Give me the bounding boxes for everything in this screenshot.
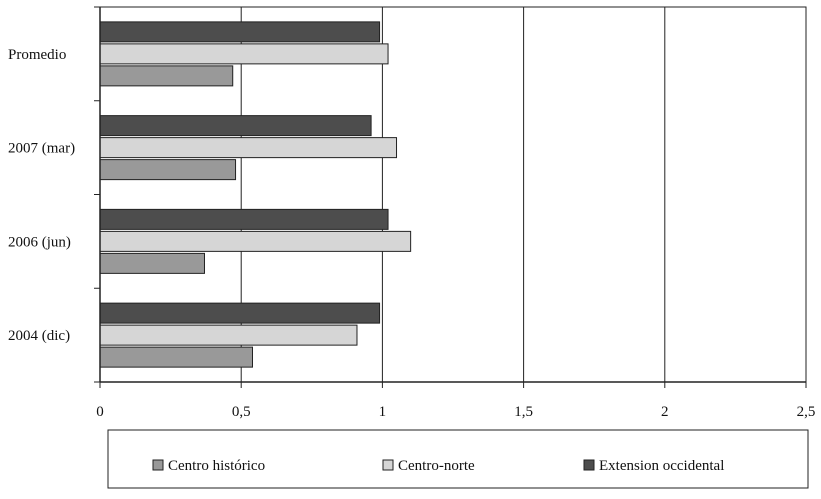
y-category-label: 2007 (mar) xyxy=(8,141,75,157)
bar xyxy=(99,65,234,87)
bars xyxy=(99,21,412,368)
x-tick-label: 0 xyxy=(96,404,104,420)
legend-label: Centro histórico xyxy=(168,458,265,474)
legend-swatch xyxy=(382,459,394,471)
y-category-label: 2004 (dic) xyxy=(8,328,70,344)
bar xyxy=(99,302,381,324)
bar xyxy=(99,346,253,368)
legend-label: Centro-norte xyxy=(398,458,475,474)
legend-swatch xyxy=(152,459,164,471)
bar xyxy=(99,21,381,43)
y-category-label: Promedio xyxy=(8,47,66,63)
bar xyxy=(99,324,358,346)
x-tick-label: 1,5 xyxy=(514,404,533,420)
y-category-label: 2006 (jun) xyxy=(8,234,71,250)
bar xyxy=(99,230,412,252)
bar xyxy=(99,159,237,181)
legend-swatch xyxy=(583,459,595,471)
axes: 0 0,5 1 1,5 2 2,5 2004 (dic) 2006 (jun) 2007 (ma… xyxy=(8,6,816,420)
legend: Centro histórico Centro-norte Extension oc… xyxy=(107,429,809,489)
bar xyxy=(99,252,205,274)
bar xyxy=(99,115,372,137)
bar xyxy=(99,137,398,159)
bar xyxy=(99,208,389,230)
x-tick-label: 2 xyxy=(661,404,669,420)
x-tick-label: 1 xyxy=(379,404,387,420)
x-tick-label: 0,5 xyxy=(232,404,251,420)
x-tick-label: 2,5 xyxy=(797,404,816,420)
legend-box xyxy=(107,429,809,489)
legend-label: Extension occidental xyxy=(599,458,724,474)
bar xyxy=(99,43,389,65)
